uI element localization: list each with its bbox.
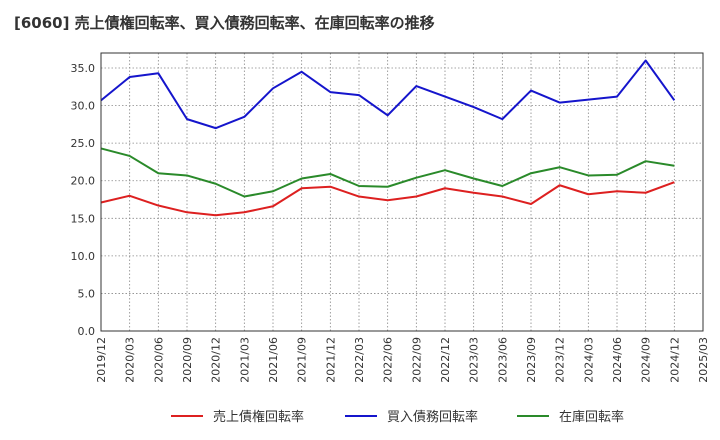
legend-label: 売上債権回転率 xyxy=(213,409,304,425)
x-tick-label: 2021/06 xyxy=(267,337,280,383)
series-line xyxy=(100,147,675,198)
series-line xyxy=(100,181,675,217)
y-tick-label: 15.0 xyxy=(71,212,96,225)
y-tick-label: 30.0 xyxy=(71,100,96,113)
y-tick-label: 25.0 xyxy=(71,137,96,150)
series-line xyxy=(100,59,676,130)
x-tick-label: 2022/09 xyxy=(410,337,423,383)
axes: 2019/12 2020/03 2020/06 2020/09 2020/12 2021/… xyxy=(71,52,710,383)
x-tick-label: 2024/03 xyxy=(582,337,595,383)
x-tick-label: 2024/12 xyxy=(668,337,681,383)
x-tick-label: 2023/09 xyxy=(525,337,538,383)
x-tick-label: 2025/03 xyxy=(697,337,710,383)
x-tick-label: 2021/09 xyxy=(296,337,309,383)
y-tick-label: 10.0 xyxy=(71,250,96,263)
x-tick-label: 2023/03 xyxy=(468,337,481,383)
x-tick-label: 2024/06 xyxy=(611,337,624,383)
x-tick-label: 2023/12 xyxy=(554,337,567,383)
plot-frame xyxy=(100,52,704,332)
series-lines xyxy=(100,59,676,217)
y-tick-label: 0.0 xyxy=(78,325,96,338)
x-tick-label: 2019/12 xyxy=(95,337,108,383)
x-tick-label: 2021/03 xyxy=(238,337,251,383)
y-tick-label: 20.0 xyxy=(71,175,96,188)
legend-label: 在庫回転率 xyxy=(559,409,624,425)
x-tick-label: 2024/09 xyxy=(640,337,653,383)
x-tick-label: 2023/06 xyxy=(496,337,509,383)
x-tick-label: 2021/12 xyxy=(324,337,337,383)
x-tick-label: 2022/03 xyxy=(353,337,366,383)
y-tick-label: 35.0 xyxy=(71,62,96,75)
x-tick-label: 2022/12 xyxy=(439,337,452,383)
x-tick-label: 2020/12 xyxy=(210,337,223,383)
chart-title: [6060] 売上債権回転率、買入債務回転率、在庫回転率の推移 xyxy=(14,14,435,32)
legend: 売上債権回転率 買入債務回転率 在庫回転率 xyxy=(171,409,624,425)
x-tick-label: 2022/06 xyxy=(382,337,395,383)
x-tick-label: 2020/03 xyxy=(124,337,137,383)
x-tick-label: 2020/06 xyxy=(152,337,165,383)
legend-label: 買入債務回転率 xyxy=(387,409,478,425)
y-tick-label: 5.0 xyxy=(78,287,96,300)
x-tick-label: 2020/09 xyxy=(181,337,194,383)
